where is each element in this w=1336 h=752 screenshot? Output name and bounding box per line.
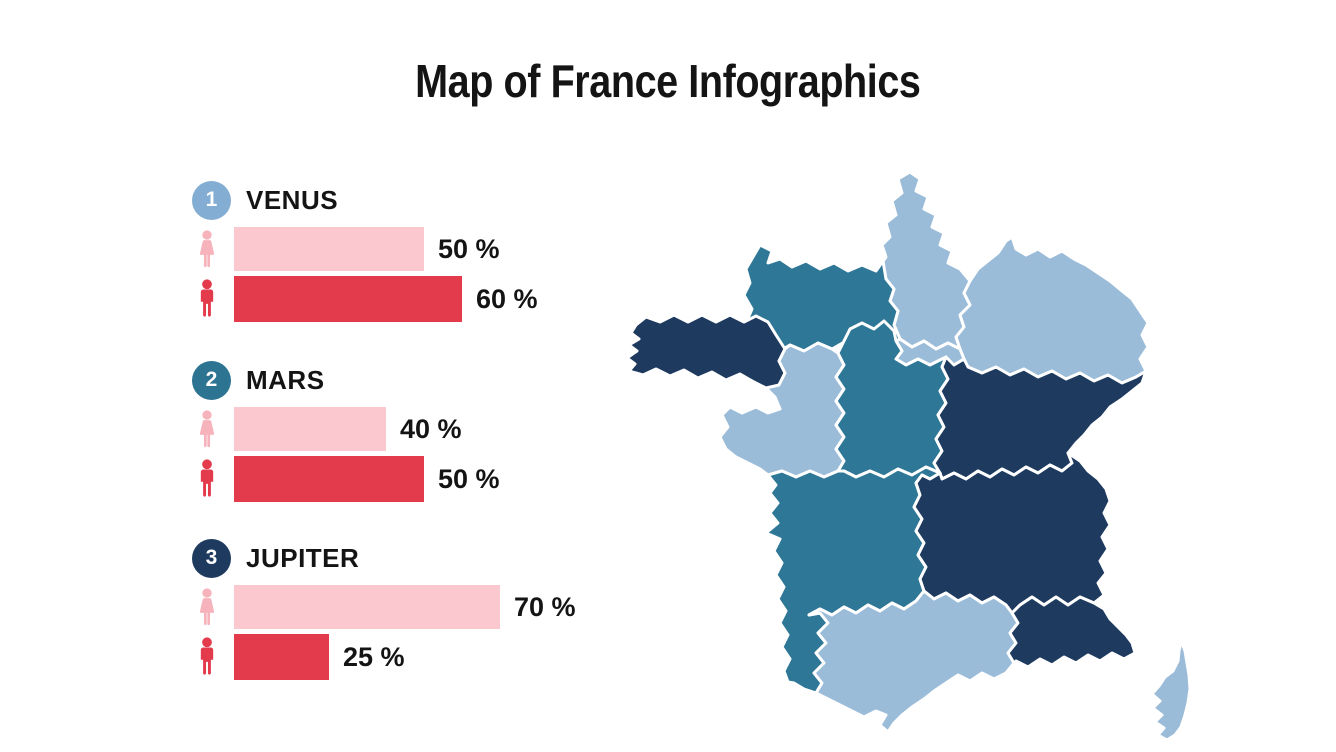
jupiter-female-value: 70 % (514, 591, 576, 622)
venus-male-value: 60 % (476, 283, 538, 314)
badge-1-number: 1 (205, 188, 218, 211)
france-map (598, 145, 1198, 745)
page-title: Map of France Infographics (0, 54, 1336, 108)
mars-male-row: 50 % (192, 456, 632, 502)
female-icon (192, 587, 222, 627)
region-grand-est[interactable] (954, 235, 1150, 385)
venus-male-row: 60 % (192, 276, 632, 322)
mars-female-bar (234, 407, 386, 451)
jupiter-male-row: 25 % (192, 634, 632, 680)
page-title-text: Map of France Infographics (415, 55, 921, 107)
section-mars-header: 2 MARS (192, 360, 632, 400)
section-jupiter-header: 3 JUPITER (192, 538, 632, 578)
venus-female-value: 50 % (438, 233, 500, 264)
female-icon (192, 229, 222, 269)
badge-3: 3 (192, 538, 231, 578)
region-occitanie[interactable] (807, 589, 1020, 734)
mars-male-value: 50 % (438, 463, 500, 494)
mars-female-value: 40 % (400, 413, 462, 444)
region-bourgogne-franche-comte[interactable] (932, 355, 1148, 481)
section-venus-header: 1 VENUS (192, 180, 632, 220)
jupiter-female-row: 70 % (192, 585, 632, 629)
section-jupiter: 3 JUPITER 70 % 25 % (192, 538, 632, 680)
section-jupiter-title: JUPITER (246, 542, 360, 573)
mars-male-bar (234, 456, 424, 502)
female-icon (192, 409, 222, 449)
france-map-svg (625, 170, 1192, 742)
region-corse[interactable] (1150, 639, 1192, 742)
section-venus-title: VENUS (246, 184, 339, 215)
venus-female-row: 50 % (192, 227, 632, 271)
region-auvergne-rhone-alpes[interactable] (912, 451, 1112, 615)
region-bretagne[interactable] (625, 313, 787, 411)
badge-3-number: 3 (205, 546, 218, 569)
section-mars: 2 MARS 40 % 50 % (192, 360, 632, 502)
jupiter-male-bar (234, 634, 329, 680)
section-mars-title: MARS (246, 364, 325, 395)
venus-male-bar (234, 276, 462, 322)
badge-2: 2 (192, 360, 231, 400)
jupiter-male-value: 25 % (343, 641, 405, 672)
male-icon (192, 636, 222, 678)
mars-female-row: 40 % (192, 407, 632, 451)
region-provence-alpes-cote-d-azur[interactable] (1004, 595, 1137, 675)
badge-2-number: 2 (205, 368, 218, 391)
jupiter-female-bar (234, 585, 500, 629)
section-venus: 1 VENUS 50 % 60 % (192, 180, 632, 322)
badge-1: 1 (192, 180, 231, 220)
male-icon (192, 278, 222, 320)
venus-female-bar (234, 227, 424, 271)
male-icon (192, 458, 222, 500)
